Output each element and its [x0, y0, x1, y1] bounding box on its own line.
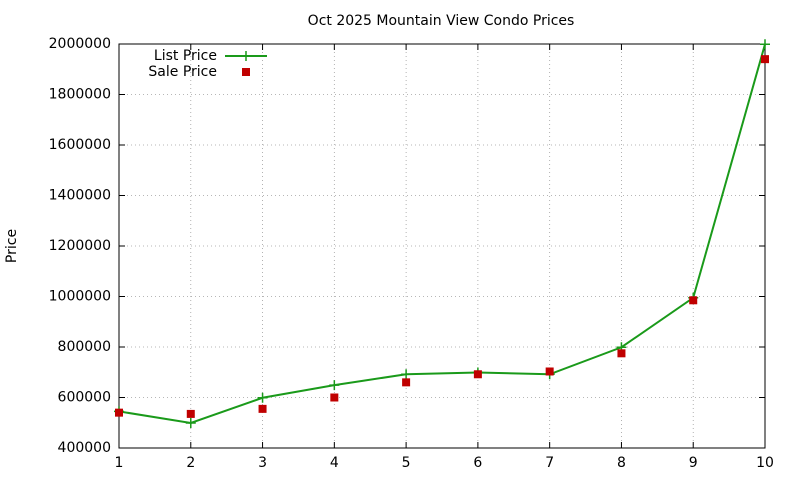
- data-point: [257, 392, 268, 403]
- data-point: [330, 393, 339, 402]
- x-tick-label: 4: [330, 455, 339, 471]
- y-axis-label: Price: [4, 229, 20, 263]
- x-tick-label: 5: [402, 455, 411, 471]
- x-tick-label: 9: [689, 455, 698, 471]
- y-tick-label: 1800000: [49, 87, 111, 103]
- data-point: [115, 408, 123, 417]
- x-tick-label: 8: [617, 455, 626, 471]
- data-point: [545, 367, 554, 376]
- legend-marker: [241, 51, 251, 61]
- y-tick-label: 600000: [58, 390, 111, 406]
- y-tick-label: 1000000: [49, 289, 111, 305]
- data-point: [186, 409, 195, 418]
- data-point: [329, 380, 340, 391]
- x-tick-label: 2: [186, 455, 195, 471]
- x-tick-label: 6: [473, 455, 482, 471]
- y-tick-label: 800000: [58, 339, 111, 355]
- data-point: [761, 55, 769, 64]
- y-tick-label: 1200000: [49, 238, 111, 254]
- data-point: [401, 369, 412, 380]
- legend-label: Sale Price: [148, 64, 217, 80]
- x-tick-label: 1: [115, 455, 124, 471]
- data-point: [760, 39, 770, 50]
- legend-label: List Price: [154, 48, 217, 64]
- data-point: [402, 378, 411, 387]
- y-tick-label: 1400000: [49, 188, 111, 204]
- x-tick-label: 7: [545, 455, 554, 471]
- data-point: [617, 349, 626, 358]
- legend-marker: [242, 68, 250, 76]
- series-line: [118, 43, 766, 425]
- plot-frame: [118, 43, 766, 449]
- data-point: [473, 370, 482, 379]
- y-tick-label: 2000000: [49, 36, 111, 52]
- data-point: [258, 404, 267, 413]
- x-tick-label: 3: [258, 455, 267, 471]
- data-point: [185, 418, 196, 429]
- chart-title: Oct 2025 Mountain View Condo Prices: [308, 13, 575, 29]
- y-tick-label: 400000: [58, 440, 111, 456]
- data-point: [689, 296, 698, 305]
- x-tick-label: 10: [756, 455, 774, 471]
- y-tick-label: 1600000: [49, 137, 111, 153]
